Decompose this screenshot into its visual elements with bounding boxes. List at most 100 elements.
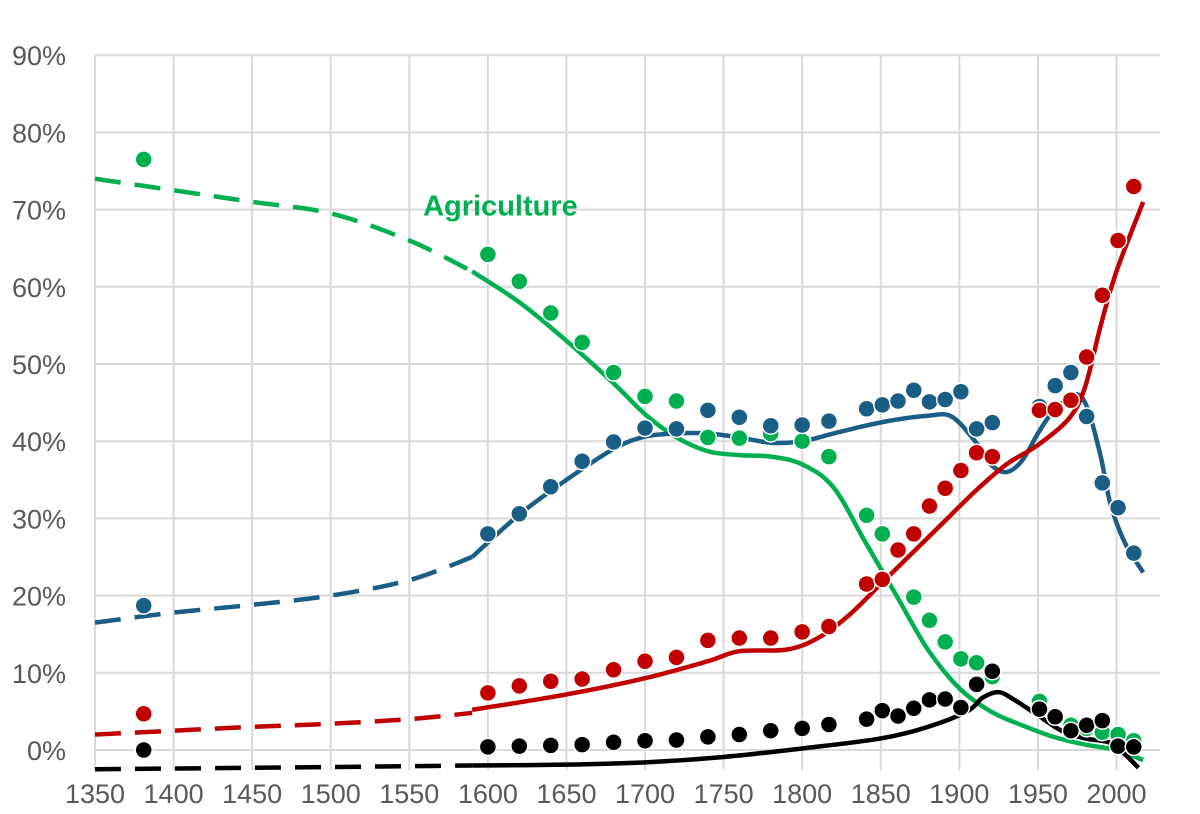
other-point	[730, 725, 749, 744]
other-point	[1124, 737, 1144, 757]
other-point	[541, 736, 560, 755]
agriculture-point	[819, 447, 839, 466]
y-tick-label: 60%	[12, 273, 66, 303]
agriculture-trend-dashed	[94, 176, 474, 274]
y-tick-label: 10%	[12, 659, 66, 689]
industry-point	[888, 391, 908, 411]
industry-point	[604, 432, 623, 452]
agriculture-point	[541, 303, 560, 323]
industry-trend-line	[470, 392, 1146, 574]
industry-point	[983, 413, 1002, 432]
services-point	[920, 496, 939, 516]
agriculture-point	[698, 428, 718, 447]
other-point	[761, 721, 780, 740]
other-point	[1045, 707, 1065, 727]
x-tick-label: 1700	[615, 779, 675, 809]
services-point	[134, 704, 153, 723]
services-point	[1061, 391, 1081, 410]
other-point	[478, 737, 498, 757]
other-point	[635, 731, 655, 750]
agriculture-point	[935, 632, 955, 652]
industry-point	[857, 399, 876, 419]
y-tick-label: 0%	[27, 736, 66, 766]
x-tick-label: 1850	[851, 779, 911, 809]
industry-point	[904, 380, 924, 400]
agriculture-point	[873, 524, 892, 544]
other-point	[819, 715, 839, 734]
data-points	[134, 150, 1144, 760]
services-point	[572, 669, 592, 689]
x-tick-label: 1450	[222, 779, 282, 809]
other-point	[792, 719, 812, 738]
x-tick-label: 2000	[1086, 779, 1146, 809]
x-axis-tick-labels: 1350 1400 1450 1500 1550 1600 1650 1700 1750 1800…	[65, 779, 1147, 809]
other-point	[572, 735, 592, 754]
other-point	[873, 701, 892, 720]
agriculture-point	[967, 653, 986, 673]
gridlines	[94, 54, 1160, 771]
industry-point	[698, 401, 718, 420]
x-tick-label: 1750	[694, 779, 754, 809]
agriculture-point	[635, 387, 655, 406]
other-point	[1030, 699, 1049, 719]
y-tick-label: 50%	[12, 350, 66, 380]
industry-point	[667, 419, 686, 439]
industry-point	[1077, 407, 1096, 426]
other-point	[1061, 721, 1081, 740]
other-point	[857, 709, 876, 729]
services-point	[983, 447, 1002, 466]
x-tick-label: 1600	[458, 779, 518, 809]
agriculture-point	[904, 587, 924, 607]
trend-lines	[94, 176, 1146, 772]
other-point	[604, 733, 623, 752]
industry-point	[572, 452, 592, 471]
y-tick-label: 20%	[12, 582, 66, 612]
other-point	[667, 730, 686, 750]
services-point	[967, 443, 986, 463]
y-tick-label: 70%	[12, 196, 66, 226]
services-point	[1108, 231, 1128, 250]
industry-point	[541, 477, 560, 496]
industry-point	[792, 415, 812, 435]
y-tick-label: 40%	[12, 427, 66, 457]
services-point	[873, 570, 892, 589]
services-point	[730, 628, 749, 648]
industry-point	[819, 411, 839, 431]
x-tick-label: 1500	[301, 779, 361, 809]
agriculture-point	[572, 333, 592, 352]
agriculture-point	[857, 506, 876, 525]
other-point	[935, 689, 955, 709]
agriculture-point	[478, 245, 498, 264]
industry-point	[873, 395, 892, 415]
industry-point	[635, 418, 655, 438]
industry-point	[730, 408, 749, 427]
other-point	[983, 662, 1002, 681]
industry-point	[951, 382, 971, 402]
industry-point	[1061, 363, 1081, 382]
services-point	[1077, 347, 1096, 367]
other-point	[1108, 736, 1128, 756]
services-point	[1045, 400, 1065, 419]
series-label-annotation: Agriculture	[423, 191, 578, 223]
agriculture-point	[667, 391, 686, 411]
agriculture-point	[730, 428, 749, 448]
services-point	[698, 631, 718, 650]
industry-trend-dashed	[94, 554, 473, 625]
agriculture-trend-line	[470, 269, 1145, 763]
industry-point	[134, 596, 153, 615]
x-tick-label: 1650	[536, 779, 596, 809]
other-point	[951, 698, 971, 717]
x-tick-label: 1550	[379, 779, 439, 809]
x-tick-label: 1800	[772, 779, 832, 809]
services-point	[541, 672, 560, 691]
agriculture-point	[920, 611, 939, 630]
y-axis-tick-labels: 0% 10% 20% 30% 40% 50% 60% 70% 80% 90%	[12, 41, 66, 766]
services-point	[857, 574, 876, 594]
services-point	[510, 676, 529, 696]
y-tick-label: 80%	[12, 118, 66, 148]
services-point	[904, 524, 924, 544]
other-trend-dashed	[94, 763, 473, 772]
x-tick-label: 1400	[144, 779, 204, 809]
x-tick-label: 1350	[65, 779, 125, 809]
industry-point	[1124, 543, 1144, 563]
